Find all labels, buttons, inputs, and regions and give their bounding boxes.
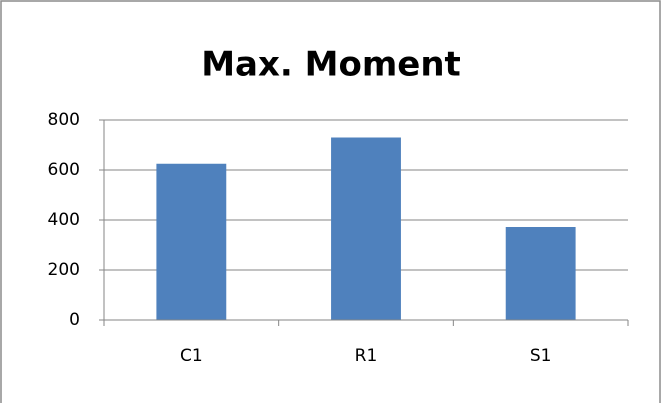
bar <box>156 163 227 320</box>
chart-title: Max. Moment <box>201 45 461 85</box>
y-tick-label: 800 <box>48 110 80 130</box>
y-tick-label: 0 <box>69 310 80 330</box>
y-tick-label: 400 <box>48 210 80 230</box>
y-tick-label: 200 <box>48 260 80 280</box>
bar <box>505 227 576 320</box>
y-tick-label: 600 <box>48 160 80 180</box>
x-tick-label: C1 <box>180 346 203 366</box>
bar <box>331 137 401 320</box>
x-tick-label: S1 <box>530 346 552 366</box>
x-tick-label: R1 <box>355 346 378 366</box>
